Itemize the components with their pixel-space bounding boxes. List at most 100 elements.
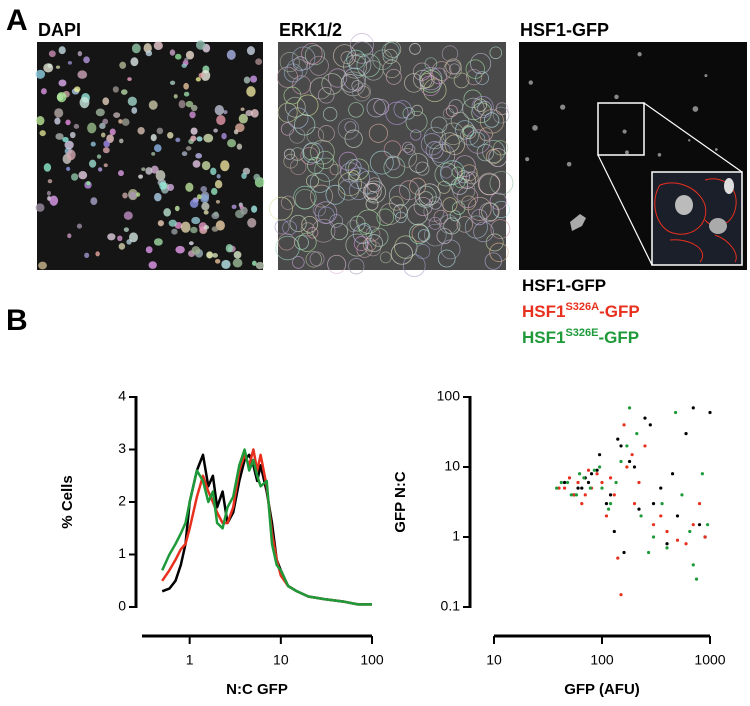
cell xyxy=(346,49,366,70)
cell xyxy=(385,68,402,85)
nucleus xyxy=(153,144,162,152)
nucleus xyxy=(195,153,203,159)
cell xyxy=(492,106,510,124)
nucleus xyxy=(67,233,72,239)
cell xyxy=(337,179,360,201)
cell xyxy=(368,123,388,143)
scatter-point xyxy=(625,444,629,448)
nucleus xyxy=(214,104,225,116)
cell xyxy=(441,45,459,62)
cell xyxy=(356,209,381,234)
cell xyxy=(566,161,572,167)
legend-entry: HSF1S326A-GFP xyxy=(522,301,640,321)
cell xyxy=(483,112,500,128)
cell xyxy=(442,197,458,213)
nucleus xyxy=(66,149,76,161)
legend-text: S326E xyxy=(565,327,598,339)
cell xyxy=(294,188,316,210)
cell xyxy=(477,100,492,116)
cell xyxy=(337,118,360,140)
nucleus xyxy=(200,186,208,193)
nucleus xyxy=(178,100,186,109)
legend-text: S326A xyxy=(565,301,599,313)
cell xyxy=(289,158,307,176)
cell xyxy=(348,258,365,275)
cell xyxy=(269,196,293,221)
nucleus xyxy=(232,258,243,268)
cell xyxy=(301,43,323,65)
cell xyxy=(489,171,514,195)
cells xyxy=(35,33,718,277)
cell xyxy=(305,251,322,268)
cell xyxy=(625,150,629,155)
cell xyxy=(283,86,302,105)
nucleus xyxy=(66,166,71,171)
nucleus xyxy=(148,261,157,269)
cell xyxy=(310,184,333,208)
cell xyxy=(348,53,372,76)
nucleus xyxy=(183,91,190,97)
cell xyxy=(314,157,339,182)
data-line xyxy=(161,448,372,606)
nucleus xyxy=(135,192,141,197)
cell xyxy=(413,196,433,217)
nucleus xyxy=(86,181,91,186)
cell xyxy=(383,156,406,179)
cell xyxy=(300,222,315,237)
cell xyxy=(369,227,389,247)
nucleus xyxy=(145,167,153,175)
scatter-point xyxy=(697,502,702,506)
nucleus xyxy=(175,245,185,254)
nucleus xyxy=(130,57,139,67)
scatter-point xyxy=(604,514,609,518)
nucleus xyxy=(203,133,214,143)
cell xyxy=(327,254,347,274)
scatter-point xyxy=(592,468,596,472)
scatter-point xyxy=(586,480,591,485)
cell xyxy=(444,134,466,155)
cell xyxy=(292,256,305,269)
scatter-point xyxy=(635,432,639,436)
cell xyxy=(349,33,374,58)
nucleus xyxy=(127,77,132,81)
cell xyxy=(364,182,382,200)
scatter-point xyxy=(691,563,695,567)
cell xyxy=(376,208,394,227)
nucleus xyxy=(145,50,153,57)
scatter-point xyxy=(632,465,637,469)
cell xyxy=(456,216,473,233)
cell xyxy=(460,164,478,182)
nucleus xyxy=(90,197,98,206)
cell xyxy=(384,40,402,58)
scatter-point xyxy=(612,493,616,497)
nucleus xyxy=(56,92,67,103)
cell xyxy=(363,180,386,204)
scatter-point xyxy=(569,493,573,497)
cell xyxy=(430,67,448,85)
cell xyxy=(325,184,346,205)
nucleus xyxy=(190,135,197,142)
cell xyxy=(365,240,381,257)
scatter-point xyxy=(675,538,680,542)
y-tick-label: 1 xyxy=(452,528,460,544)
cell xyxy=(302,143,320,161)
cell xyxy=(428,196,442,210)
cell xyxy=(327,68,348,88)
cell xyxy=(417,229,431,242)
cell xyxy=(408,223,430,245)
nucleus xyxy=(196,136,203,142)
cell xyxy=(657,153,662,157)
nucleus xyxy=(88,159,97,168)
nucleus xyxy=(226,49,236,60)
scatter-point xyxy=(604,502,609,506)
cell xyxy=(408,153,429,173)
cell xyxy=(449,210,461,222)
cell xyxy=(309,172,331,193)
cell xyxy=(478,173,501,196)
nucleus xyxy=(211,212,220,220)
data-line xyxy=(161,453,372,606)
nucleus xyxy=(223,110,228,115)
cell xyxy=(450,112,470,131)
x-tick-label: 1000 xyxy=(694,652,725,668)
cell xyxy=(302,142,324,164)
